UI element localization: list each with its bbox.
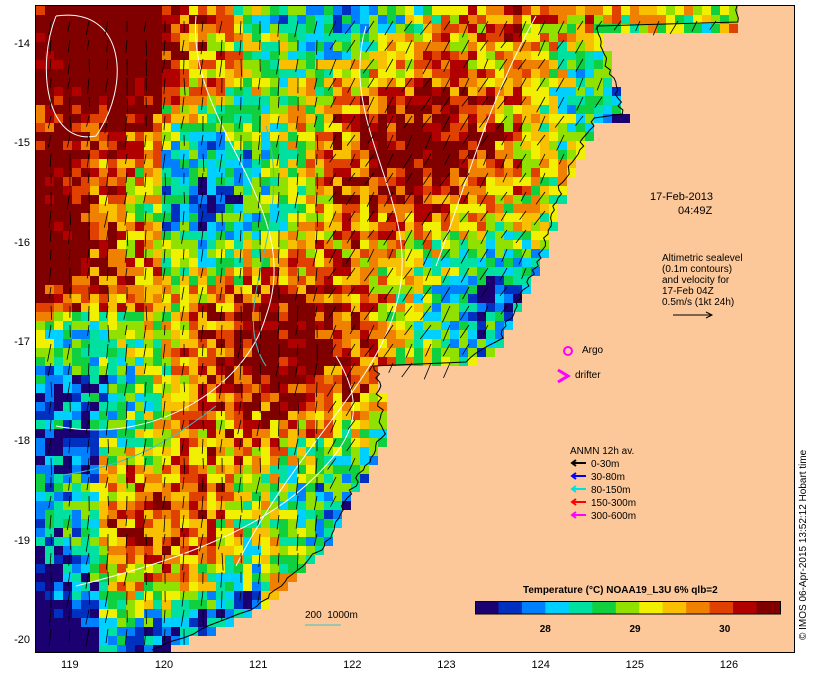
colorbar-swatch [756,601,781,614]
mooring-legend-title: ANMN 12h av. [570,446,635,457]
coastline [151,6,739,651]
y-tick-label: -15 [14,137,30,150]
sealevel-contour [55,15,275,431]
colorbar-swatch [662,601,687,614]
colorbar-title: Temperature (°C) NOAA19_L3U 6% qlb=2 [523,585,718,596]
mooring-arrow-icon [570,459,586,467]
y-tick-label: -17 [14,335,30,348]
colorbar-swatch [592,601,617,614]
y-tick-label: -18 [14,435,30,448]
colorbar [475,601,781,615]
bathy-scale-line [305,624,341,626]
date-label: 17-Feb-2013 [650,191,713,203]
mooring-legend-label: 30-80m [591,472,625,483]
mooring-legend-item: 300-600m [570,511,636,522]
colorbar-swatch [686,601,711,614]
mooring-arrow-icon [570,485,586,493]
colorbar-swatch [615,601,640,614]
y-tick-label: -16 [14,236,30,249]
mooring-arrow-icon [570,472,586,480]
x-tick-label: 123 [437,659,456,671]
colorbar-swatch [639,601,664,614]
drifter-marker-icon [557,368,571,384]
mooring-arrow-icon [570,511,586,519]
x-tick-label: 122 [343,659,362,671]
argo-marker-icon [563,346,573,356]
argo-label: Argo [582,345,604,356]
drifter-label: drifter [575,370,601,381]
bathy-scale-label: 200 1000m [305,610,358,621]
x-tick-label: 120 [154,659,174,671]
colorbar-swatch [545,601,570,614]
sst-map-canvas [36,6,739,652]
colorbar-swatch [498,601,523,614]
mooring-legend-item: 0-30m [570,459,619,470]
sealevel-contour [235,25,403,567]
x-tick-label: 125 [625,659,644,671]
bathymetry-contour [252,125,275,367]
credit-label: © IMOS 06-Apr-2015 13:52:12 Hobart time [798,449,809,640]
x-tick-label: 126 [719,659,739,671]
y-tick-label: -19 [14,534,30,547]
mooring-legend-item: 80-150m [570,485,630,496]
velocity-scale-arrow [673,311,714,319]
x-tick-label: 119 [61,659,79,671]
colorbar-swatch [521,601,546,614]
colorbar-swatch [709,601,734,614]
mooring-legend-label: 80-150m [591,485,631,496]
bathymetry-contour [55,405,217,477]
mooring-legend-label: 150-300m [591,498,637,509]
colorbar-tick-label: 30 [719,624,731,635]
y-tick-label: -20 [14,634,30,647]
sealevel-contour [45,14,118,138]
x-tick-label: 124 [531,659,550,671]
y-tick-label: -14 [14,37,30,50]
altimetry-note: Altimetric sealevel (0.1m contours) and … [662,253,743,308]
colorbar-tick-label: 29 [629,624,641,635]
x-tick-label: 121 [248,659,268,671]
mooring-legend-label: 0-30m [591,459,620,470]
mooring-legend-item: 30-80m [570,472,625,483]
mooring-legend: ANMN 12h av. 0-30m 30-80m 80-150m 150-300m 3… [570,446,670,526]
colorbar-swatch [733,601,758,614]
colorbar-tick-label: 28 [539,624,551,635]
mooring-legend-label: 300-600m [591,511,637,522]
mooring-arrow-icon [570,498,586,506]
time-label: 04:49Z [678,205,713,217]
colorbar-swatch [568,601,593,614]
sst-field [36,6,738,652]
sst-map[interactable] [35,5,795,653]
colorbar-swatch [475,601,499,614]
mooring-legend-item: 150-300m [570,498,636,509]
velocity-arrows [47,20,717,647]
